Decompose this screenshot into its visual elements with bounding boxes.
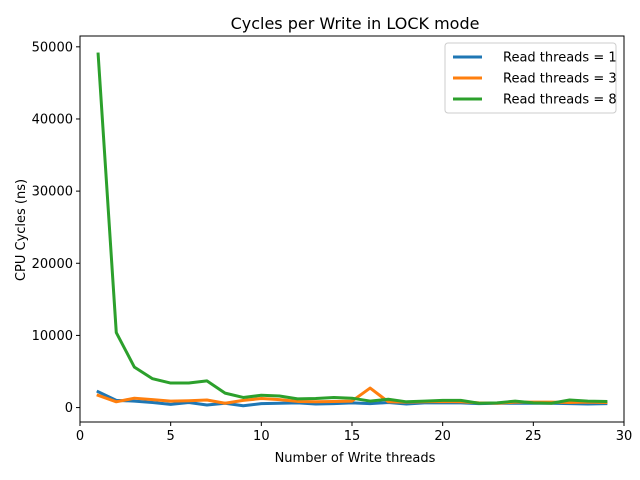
legend-label-1: Read threads = 1 [503, 51, 617, 66]
y-axis-title: CPU Cycles (ns) [14, 179, 29, 281]
x-tick-label: 20 [434, 429, 451, 444]
x-tick-label: 0 [76, 429, 84, 444]
y-tick-label: 10000 [32, 329, 73, 344]
y-axis-ticks: 0 10000 20000 30000 40000 50000 [32, 40, 80, 416]
x-tick-label: 10 [253, 429, 270, 444]
series-layer [96, 52, 608, 408]
y-tick-label: 30000 [32, 185, 73, 200]
y-tick-label: 40000 [32, 112, 73, 127]
legend-box [444, 42, 617, 114]
y-tick-label: 50000 [32, 40, 73, 55]
y-tick-label: 20000 [32, 257, 73, 272]
series-line-3 [96, 52, 608, 405]
chart-title: Cycles per Write in LOCK mode [231, 14, 480, 33]
legend-label-3: Read threads = 8 [503, 93, 617, 108]
y-tick-label: 0 [65, 401, 73, 416]
x-tick-label: 15 [344, 429, 361, 444]
x-tick-label: 5 [167, 429, 175, 444]
x-tick-label: 25 [525, 429, 542, 444]
legend-label-2: Read threads = 3 [503, 72, 617, 87]
x-axis-title: Number of Write threads [275, 451, 436, 466]
plot-frame [79, 35, 625, 423]
x-axis-ticks: 0 5 10 15 20 25 30 [76, 422, 632, 444]
legend: Read threads = 1 Read threads = 3 Read thr… [444, 42, 617, 114]
x-tick-label: 30 [616, 429, 633, 444]
